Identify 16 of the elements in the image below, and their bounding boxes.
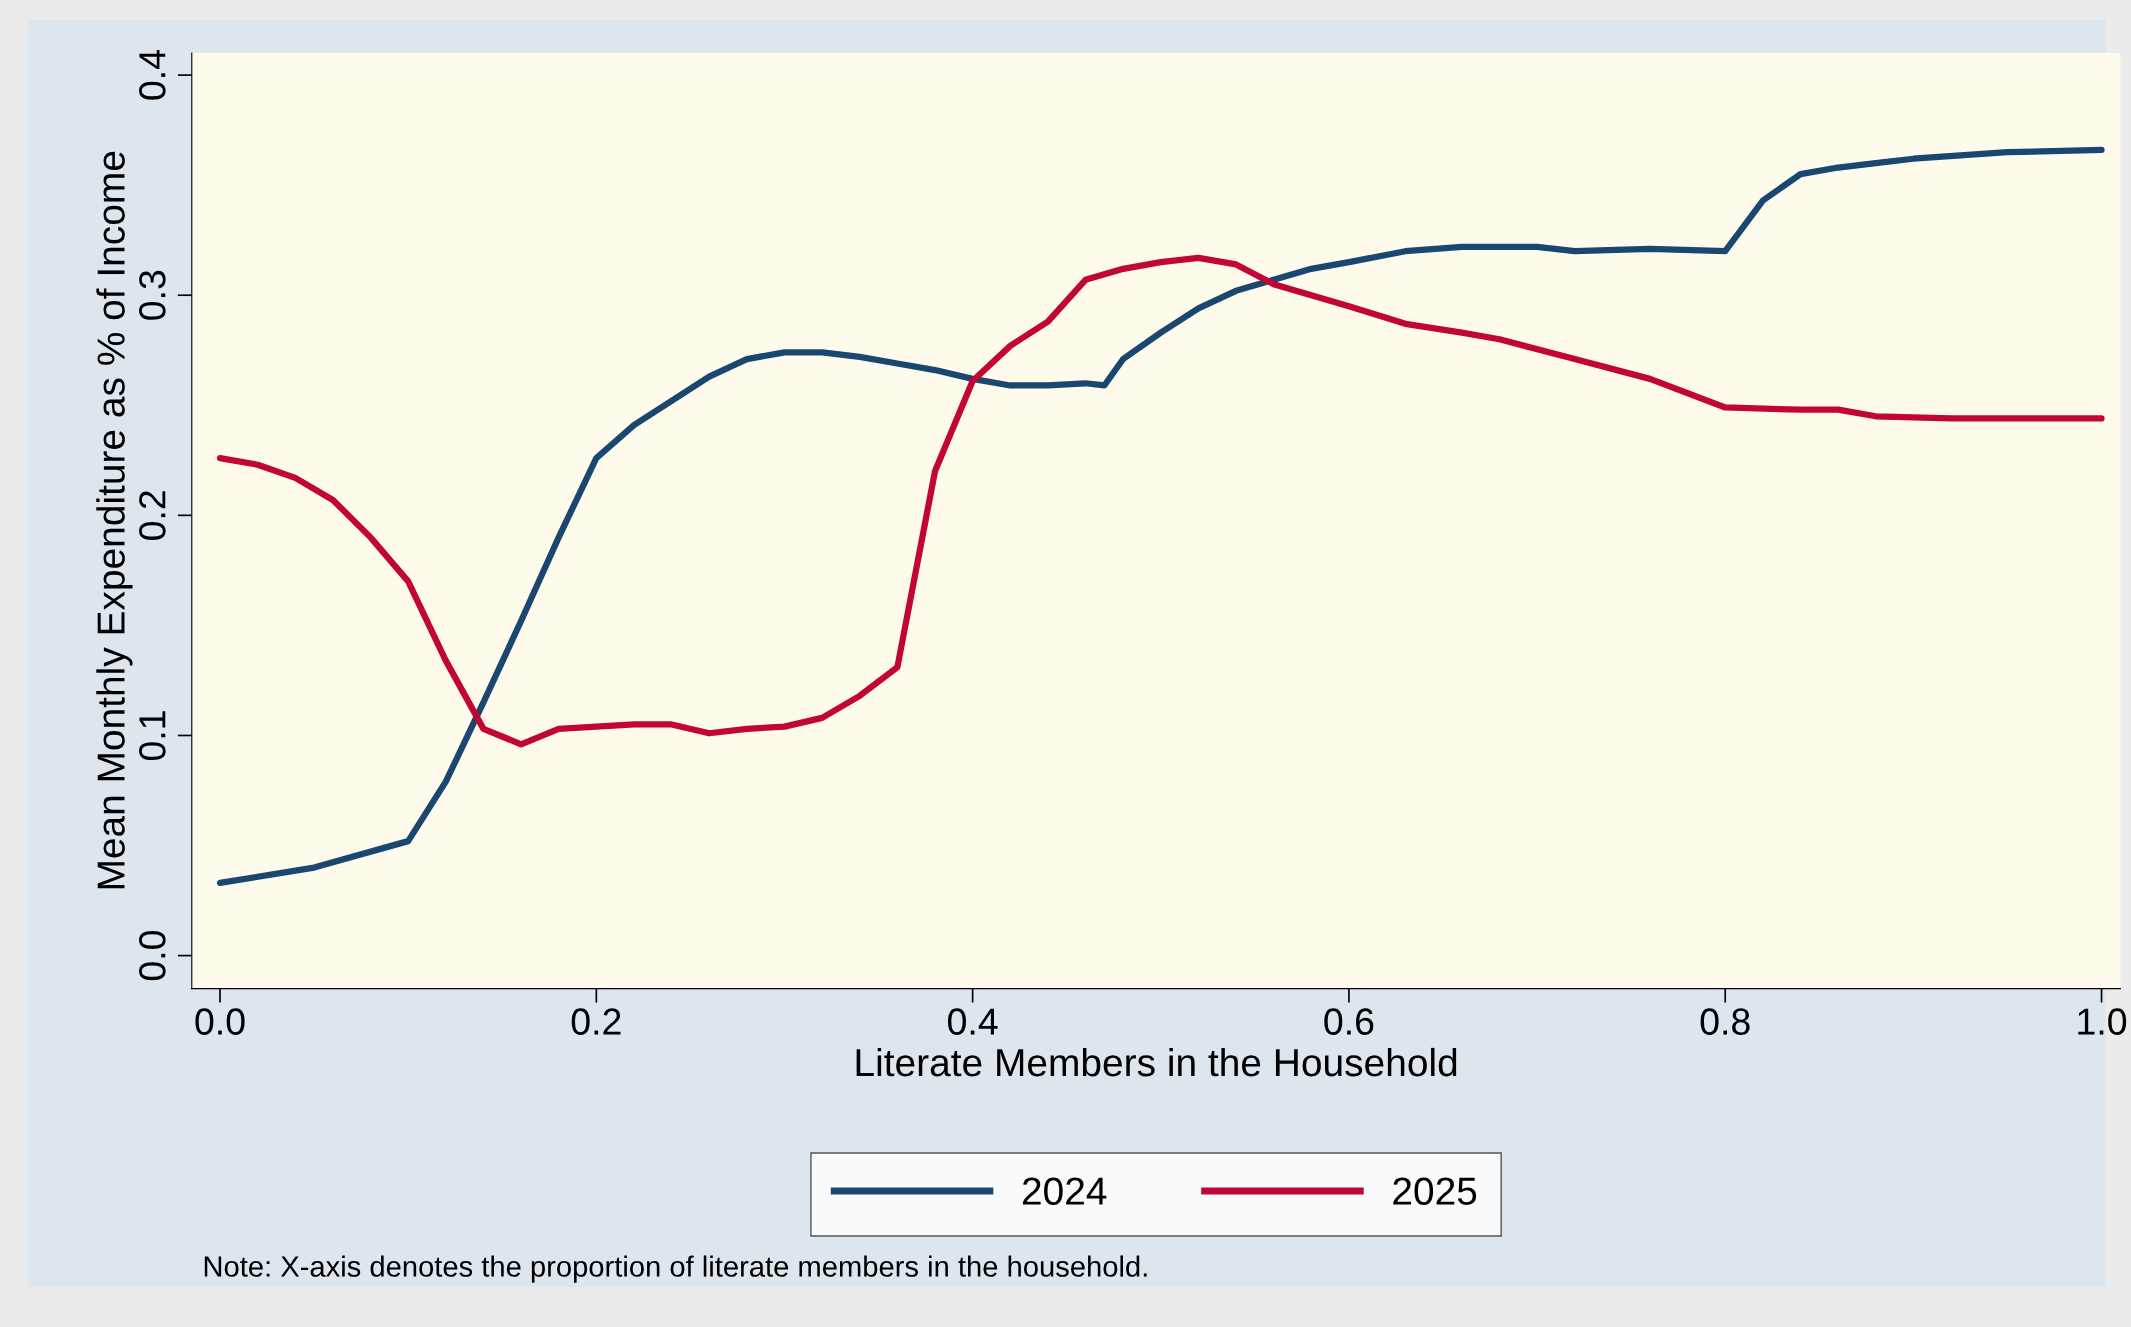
y-tick-label: 0.1 (139, 711, 166, 761)
x-axis-title: Literate Members in the Household (856, 1047, 1457, 1077)
x-tick-label: 0.0 (195, 1008, 245, 1035)
text: Note: X-axis denotes the proportion of literate members in the household. (204, 1255, 1147, 1283)
x-tick-label: 0.8 (1700, 1008, 1750, 1035)
y-tick-label: 0.4 (139, 50, 166, 100)
y-tick-label: 0.0 (139, 931, 166, 981)
y-axis-title: Mean Monthly Expenditure as % of Income (96, 151, 133, 889)
x-tick-label: 0.6 (1324, 1008, 1374, 1035)
legend-label: 2025 (1393, 1177, 1477, 1205)
x-tick-label: 0.4 (948, 1008, 998, 1035)
x-tick-label: 1.0 (2078, 1008, 2127, 1035)
legend-label: 2024 (1022, 1177, 1107, 1205)
y-tick-label: 0.2 (139, 491, 166, 540)
y-tick-label: 0.3 (139, 270, 166, 320)
x-tick-label: 0.2 (571, 1008, 621, 1035)
